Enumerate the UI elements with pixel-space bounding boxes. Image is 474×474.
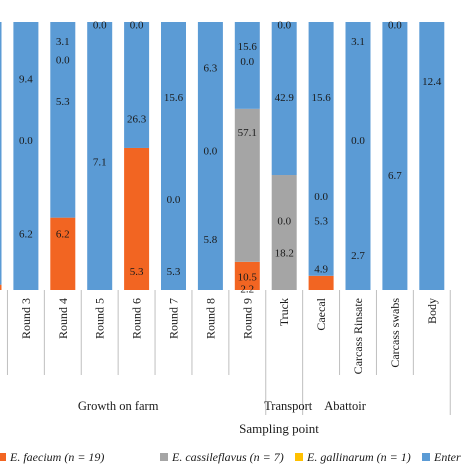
x-tick-label: Round 5: [93, 298, 107, 339]
legend-entry: E. faecium (n = 19): [9, 450, 104, 464]
data-label: 0.0: [277, 215, 291, 227]
legend-entry: E. cassileflavus (n = 7): [171, 450, 284, 464]
data-label: 10.5: [238, 272, 258, 284]
data-label: 0.0: [167, 194, 181, 206]
data-label: 26.3: [127, 113, 147, 125]
bar-segment-3-2: [50, 22, 76, 218]
legend-entry: E. gallinarum (n = 1): [306, 450, 411, 464]
data-label: 6.7: [388, 170, 402, 182]
x-tick-label: Round 3: [19, 298, 33, 339]
data-label: 2.2: [240, 284, 254, 296]
group-label: Abattoir: [324, 399, 366, 413]
data-label: 42.9: [275, 92, 295, 104]
legend-swatch: [0, 453, 6, 461]
data-label: 15.6: [238, 41, 258, 53]
bars-layer: [0, 22, 445, 290]
data-label: 0.0: [388, 20, 402, 32]
data-label: 6.2: [56, 229, 70, 241]
bar-segment-3-3: [87, 22, 113, 290]
bar-segment-3-0: [0, 22, 2, 285]
legend-entry: Enter: [433, 450, 461, 464]
bar-segment-3-10: [345, 22, 371, 290]
legend: E. faecium (n = 19) E. cassileflavus (n =…: [0, 450, 461, 464]
data-label: 5.3: [314, 215, 328, 227]
data-label: 7.1: [93, 156, 107, 168]
data-label: 0.0: [19, 135, 33, 147]
x-axis-title: Sampling point: [239, 421, 319, 436]
group-labels: Growth on farm Transport Abattoir: [78, 399, 367, 413]
data-label: 2.7: [351, 250, 365, 262]
bar-segment-3-8: [271, 22, 297, 176]
legend-swatch: [422, 453, 430, 461]
data-label: 0.0: [314, 191, 328, 203]
bar-segment-1-7: [234, 108, 260, 262]
x-tick-label: Round 7: [167, 298, 181, 339]
data-label: 6.2: [19, 229, 33, 241]
bar-segment-0-0: [0, 284, 2, 290]
data-label: 0.0: [351, 135, 365, 147]
data-label: 0.0: [56, 55, 70, 67]
data-label: 18.2: [275, 247, 294, 259]
bar-segment-3-6: [197, 22, 223, 290]
bar-segment-3-9: [308, 22, 334, 276]
data-label: 0.0: [240, 56, 254, 68]
data-label: 5.3: [167, 266, 181, 278]
bar-segment-3-5: [161, 22, 186, 290]
x-tick-label: Round 4: [56, 298, 70, 339]
data-label: 0.0: [277, 20, 291, 32]
x-tick-label: Round 6: [130, 298, 144, 339]
data-label: 5.3: [130, 266, 144, 278]
data-label: 0.0: [93, 20, 107, 32]
bar-segment-1-8: [271, 175, 297, 290]
data-label: 9.4: [19, 73, 33, 85]
legend-swatch: [160, 453, 168, 461]
data-label: 15.6: [164, 92, 184, 104]
bar-segment-0-7: [234, 261, 260, 290]
bar-segment-0-2: [50, 217, 76, 290]
category-dividers: [6, 290, 451, 415]
x-tick-label: Truck: [277, 298, 291, 326]
data-label: 57.1: [238, 127, 257, 139]
x-tick-label: Carcass Rinsate: [351, 298, 365, 374]
data-label: 3.1: [56, 36, 70, 48]
data-label: 0.0: [204, 146, 218, 158]
bar-segment-0-9: [308, 275, 334, 290]
data-label: 5.8: [204, 234, 218, 246]
x-tick-label: Round 8: [203, 298, 217, 339]
data-label: 3.1: [351, 36, 365, 48]
bar-segment-3-1: [13, 22, 39, 290]
data-label: 12.4: [422, 76, 442, 88]
bar-segment-3-11: [382, 22, 408, 290]
group-label: Growth on farm: [78, 399, 159, 413]
group-label: Transport: [264, 399, 313, 413]
x-tick-label: Round 9: [240, 298, 254, 339]
x-tick-label: Body: [425, 298, 439, 324]
data-label: 5.3: [56, 96, 70, 108]
legend-swatch: [295, 453, 303, 461]
bar-segment-3-7: [234, 22, 260, 109]
x-tick-label: Carcass swabs: [388, 298, 402, 368]
data-label: 15.6: [311, 92, 331, 104]
data-label: 6.3: [204, 63, 218, 75]
data-label: 4.9: [314, 264, 328, 276]
bar-segment-3-12: [419, 22, 445, 290]
bar-segment-0-4: [124, 147, 150, 290]
x-tick-label: Caecal: [314, 297, 328, 330]
bar-segment-3-4: [124, 22, 150, 148]
data-label: 0.0: [130, 20, 144, 32]
data-labels-layer: 60329.40.06.23.10.05.36.20.07.10.026.35.…: [19, 20, 442, 296]
